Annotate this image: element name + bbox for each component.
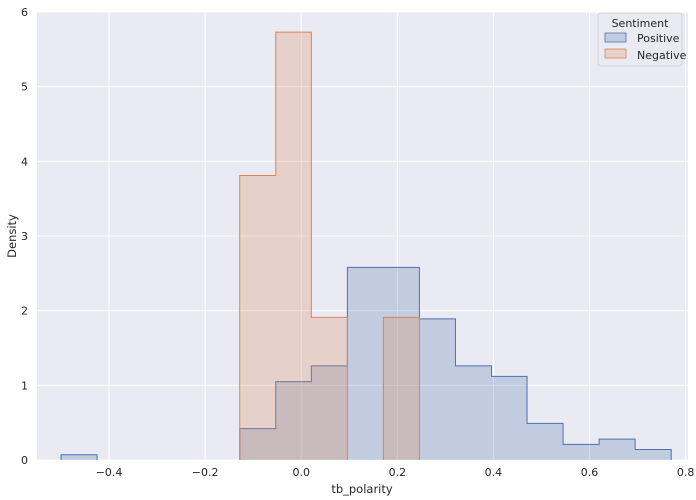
y-tick-label: 0 bbox=[21, 454, 28, 467]
x-tick-label: 0.8 bbox=[677, 466, 695, 479]
legend-label-negative: Negative bbox=[637, 49, 687, 62]
y-tick-label: 3 bbox=[21, 230, 28, 243]
grid-lines bbox=[37, 11, 688, 461]
x-tick-label: 0.0 bbox=[292, 466, 310, 479]
positive-bar bbox=[563, 444, 600, 460]
positive-bar bbox=[61, 454, 98, 460]
positive-step-outline bbox=[60, 454, 98, 460]
y-tick-label: 2 bbox=[21, 305, 28, 318]
y-tick-label: 5 bbox=[21, 81, 28, 94]
series-positive bbox=[60, 266, 672, 460]
x-tick-label: 0.6 bbox=[581, 466, 599, 479]
y-tick-label: 4 bbox=[21, 155, 28, 168]
legend: Sentiment Positive Negative bbox=[597, 12, 687, 67]
negative-bar bbox=[239, 175, 276, 460]
negative-bar bbox=[311, 317, 348, 460]
positive-bar bbox=[455, 365, 492, 460]
positive-bar bbox=[635, 449, 672, 460]
y-axis-ticks: 0 1 2 3 4 5 6 bbox=[21, 6, 28, 467]
negative-bar bbox=[383, 317, 420, 460]
legend-swatch-positive bbox=[604, 32, 627, 43]
x-axis-label: tb_polarity bbox=[331, 482, 393, 496]
histogram-bars bbox=[60, 31, 672, 460]
positive-bar bbox=[275, 381, 312, 460]
y-axis-label: Density bbox=[5, 214, 19, 258]
x-tick-label: 0.2 bbox=[389, 466, 407, 479]
positive-bar bbox=[239, 428, 276, 460]
positive-bar bbox=[311, 365, 348, 460]
legend-swatch-negative bbox=[604, 48, 627, 59]
y-tick-label: 1 bbox=[21, 379, 28, 392]
positive-step-outline bbox=[239, 266, 672, 460]
x-tick-label: 0.4 bbox=[485, 466, 503, 479]
y-tick-label: 6 bbox=[21, 6, 28, 19]
negative-bar bbox=[275, 32, 312, 460]
x-tick-label: −0.4 bbox=[96, 466, 123, 479]
x-axis-ticks: −0.4 −0.2 0.0 0.2 0.4 0.6 0.8 bbox=[96, 466, 695, 479]
x-tick-label: −0.2 bbox=[192, 466, 219, 479]
legend-title: Sentiment bbox=[612, 17, 670, 30]
legend-label-positive: Positive bbox=[637, 32, 680, 45]
negative-step-outline bbox=[239, 31, 348, 460]
positive-bar bbox=[491, 376, 528, 460]
legend-frame bbox=[597, 12, 683, 67]
positive-bar bbox=[599, 439, 636, 460]
positive-bar bbox=[527, 423, 564, 460]
negative-step-outline bbox=[382, 316, 420, 460]
positive-bar bbox=[419, 318, 456, 460]
series-negative bbox=[239, 31, 420, 460]
